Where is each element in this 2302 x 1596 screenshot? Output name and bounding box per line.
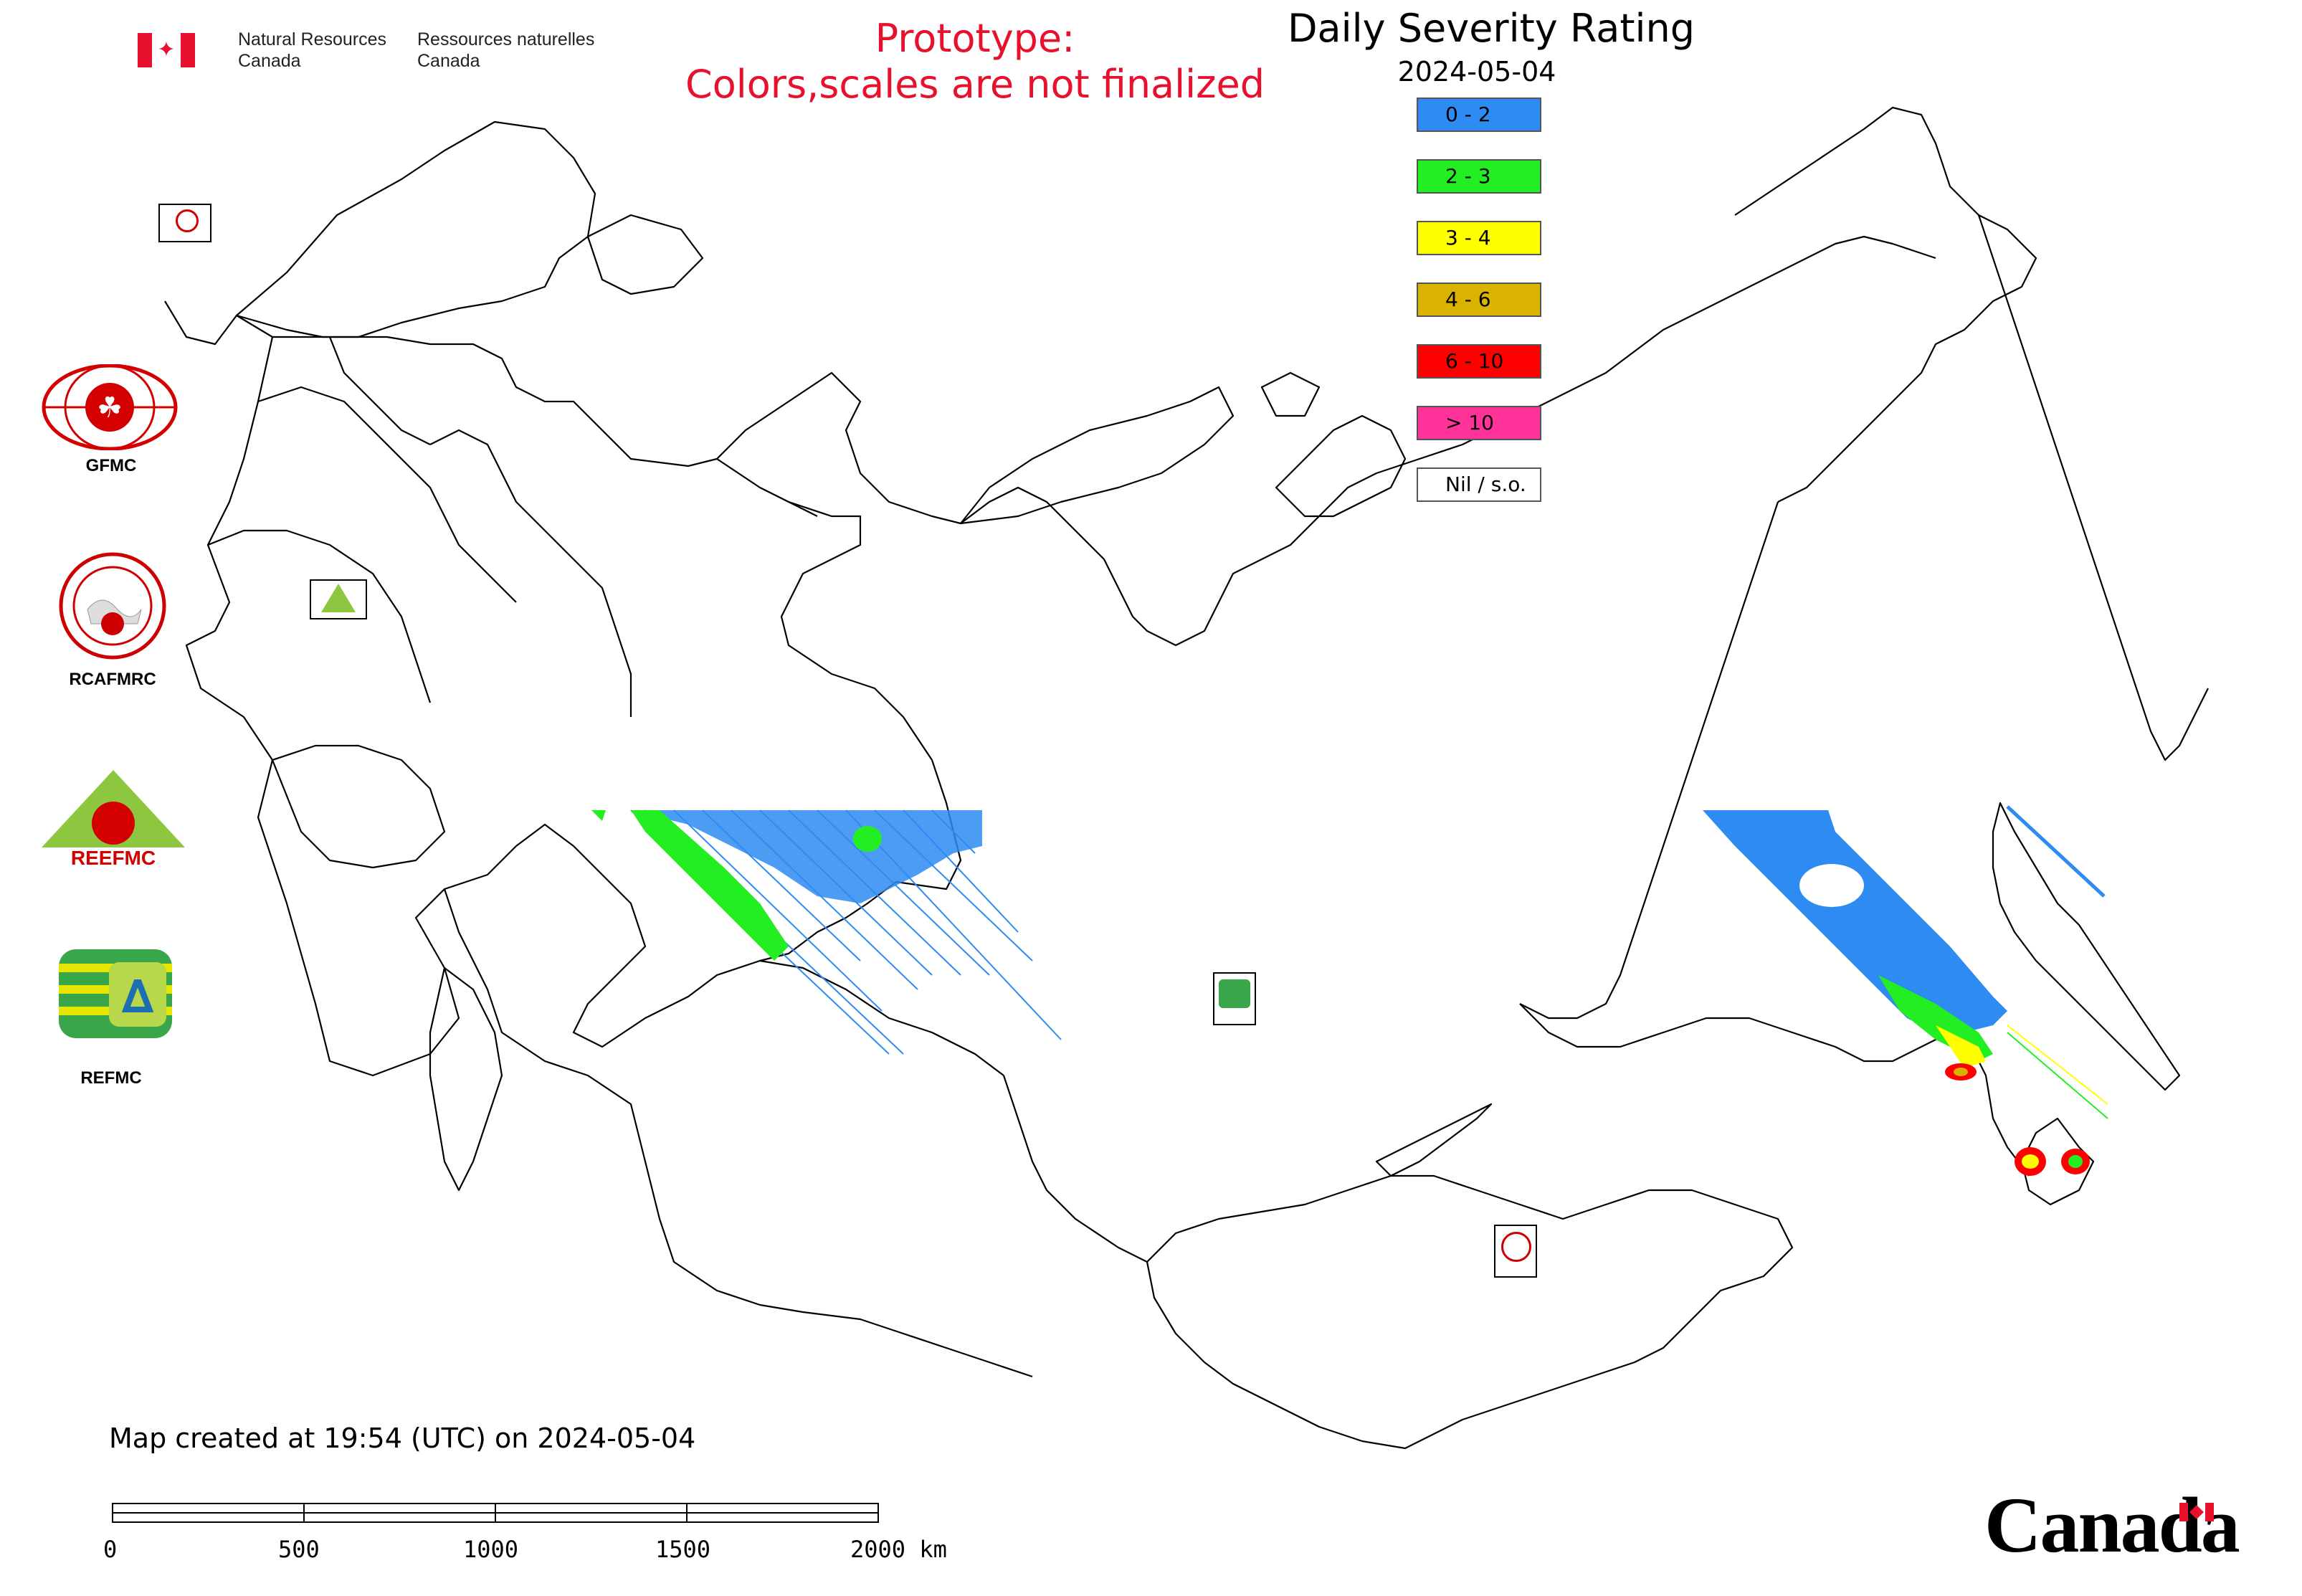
gfmc-marker-icon [158, 204, 211, 242]
outline-arctic-coast-1 [716, 235, 1936, 647]
svg-text:∆: ∆ [122, 971, 154, 1024]
outline-kazakhstan-east [1002, 1075, 1148, 1263]
svg-text:☘: ☘ [97, 391, 123, 424]
canada-wordmark-flag-icon [2179, 1503, 2214, 1521]
legend-label: 6 - 10 [1445, 349, 1504, 373]
outline-chukotka [1734, 106, 2037, 503]
legend-label: 2 - 3 [1445, 164, 1491, 188]
prototype-line2: Colors,scales are not finalized [685, 62, 1265, 107]
outline-russia-south [759, 500, 962, 962]
swath-west-green-patch [853, 826, 882, 852]
outline-baltic-coast [272, 336, 818, 517]
nrcan-fr-line1: Ressources naturelles [417, 29, 595, 49]
legend-label: 4 - 6 [1445, 288, 1491, 311]
prototype-line1: Prototype: [875, 16, 1075, 61]
swath-west-green-band [631, 810, 789, 961]
gfmc-logo: ☘ [42, 364, 178, 451]
nrcan-fr-line2: Canada [417, 51, 480, 71]
map-created-note: Map created at 19:54 (UTC) on 2024-05-04 [109, 1422, 696, 1454]
swath-east-white-gap [1799, 864, 1864, 907]
legend-label: 0 - 2 [1445, 103, 1491, 126]
legend-label: > 10 [1445, 411, 1494, 434]
outline-scandinavia [235, 120, 596, 338]
canada-flag: ✦ [138, 33, 195, 67]
legend-item-nil: Nil / s.o. [1417, 467, 1541, 502]
outline-border-2 [328, 336, 431, 445]
outline-novaya-zemlya [959, 386, 1235, 525]
rcafmrc-label: RCAFMRC [69, 670, 156, 689]
scale-label-2000: 2000 km [850, 1536, 947, 1563]
legend-item-6-10: 6 - 10 [1417, 344, 1541, 379]
hotspot-primorye-2-inner [2068, 1155, 2083, 1168]
nrcan-fr: Ressources naturelles Canada [417, 29, 594, 72]
scale-bar [112, 1503, 880, 1524]
outline-border-3 [429, 429, 632, 717]
outline-baikal [1375, 1103, 1493, 1177]
svg-text:REEFMC: REEFMC [71, 847, 156, 868]
legend-label: Nil / s.o. [1445, 472, 1526, 496]
outline-amur-border [1519, 1003, 2030, 1177]
scale-label-500: 500 [278, 1536, 320, 1563]
scale-label-0: 0 [103, 1536, 118, 1563]
refmc-label: REFMC [80, 1068, 142, 1088]
outline-black-sea [271, 744, 446, 869]
nrcan-en-line1: Natural Resources [238, 29, 387, 49]
refmc-logo: ∆ [59, 949, 172, 1038]
refmc-marker-icon [1213, 972, 1256, 1025]
prototype-notice: Prototype: Colors,scales are not finaliz… [652, 16, 1298, 108]
reefmc-logo: REEFMC [37, 767, 189, 869]
maple-leaf-icon: ✦ [157, 37, 176, 62]
canada-wordmark: Canada [1984, 1481, 2240, 1569]
outline-kola [586, 214, 704, 295]
outline-border-4 [207, 529, 432, 703]
outline-severnaya [1260, 371, 1321, 417]
outline-kazakhstan [443, 888, 1033, 1378]
legend-item-3-4: 3 - 4 [1417, 221, 1541, 255]
swath-east-yellow [1936, 1025, 1986, 1068]
outline-taymyr [1275, 414, 1407, 518]
outline-sakhalin [1992, 802, 2181, 1091]
rcafmrc-logo [59, 552, 166, 660]
rcafmrc-marker-icon [1494, 1225, 1537, 1278]
nrcan-en-line2: Canada [238, 51, 301, 71]
swath-west-corner [591, 810, 606, 821]
outline-kamchatka [1977, 214, 2209, 761]
scale-label-1500: 1500 [655, 1536, 711, 1563]
map-title: Daily Severity Rating [1287, 6, 1695, 51]
outline-west-europe [164, 300, 1004, 1077]
outline-okhotsk-coast [1519, 501, 1779, 1020]
outline-caspian [429, 966, 503, 1192]
swath-west-blue-band [631, 810, 982, 903]
swath-west [591, 809, 1062, 1055]
swath-east-blue-band [1703, 810, 2007, 1032]
legend-item-2-3: 2 - 3 [1417, 159, 1541, 194]
legend-label: 3 - 4 [1445, 226, 1491, 250]
legend-item-gt-10: > 10 [1417, 406, 1541, 440]
swath-east [1703, 805, 2108, 1176]
legend-item-4-6: 4 - 6 [1417, 282, 1541, 317]
swath-east-red-2 [1954, 1068, 1968, 1076]
outline-border-1 [257, 386, 517, 603]
reefmc-marker-icon [310, 579, 367, 619]
outline-mongolia [1146, 1174, 1794, 1450]
nrcan-en: Natural Resources Canada [238, 29, 386, 72]
hotspot-primorye-1-inner [2022, 1154, 2039, 1169]
legend-item-0-2: 0 - 2 [1417, 98, 1541, 132]
gfmc-label: GFMC [85, 456, 137, 475]
scale-label-1000: 1000 [463, 1536, 519, 1563]
map-date: 2024-05-04 [1397, 56, 1556, 87]
